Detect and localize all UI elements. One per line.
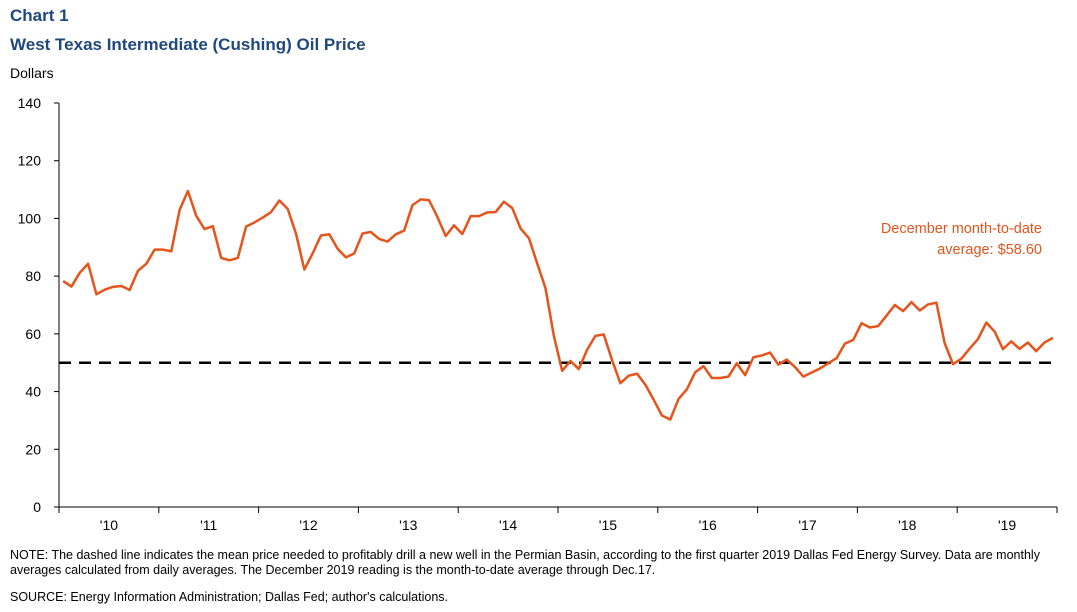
y-tick-label: 140 <box>18 95 42 111</box>
x-tick-label: '12 <box>299 517 317 533</box>
annotation-group: December month-to-date average: $58.60 <box>881 221 1042 258</box>
y-tick-label: 60 <box>25 326 41 342</box>
chart-number: Chart 1 <box>10 6 69 25</box>
x-tick-label: '19 <box>998 517 1016 533</box>
x-tick-label: '14 <box>499 517 517 533</box>
line-chart: 0 20 40 60 80 100 120 140 '10 '11 '12 '13 '14 '15 '16… <box>18 95 1058 533</box>
x-tick-label: '13 <box>399 517 417 533</box>
y-tick-label: 40 <box>25 384 41 400</box>
y-tick-label: 20 <box>25 441 41 457</box>
x-tick-label: '15 <box>599 517 617 533</box>
x-tick-label: '10 <box>100 517 118 533</box>
chart-title: West Texas Intermediate (Cushing) Oil Pr… <box>10 35 366 54</box>
series-line-wti-price <box>62 189 1054 421</box>
chart-note: NOTE: The dashed line indicates the mean… <box>10 548 1040 577</box>
y-tick-label: 0 <box>33 499 41 515</box>
x-tick-label: '17 <box>798 517 816 533</box>
x-tick-label: '16 <box>699 517 717 533</box>
series-group <box>62 189 1054 421</box>
x-axis: '10 '11 '12 '13 '14 '15 '16 '17 '18 '19 <box>58 506 1058 533</box>
annotation-text: average: $58.60 <box>937 242 1042 258</box>
x-tick-label: '11 <box>200 517 217 533</box>
chart-source: SOURCE: Energy Information Administratio… <box>10 590 448 604</box>
y-tick-label: 80 <box>25 268 41 284</box>
y-tick-label: 120 <box>18 153 42 169</box>
y-axis-unit-label: Dollars <box>10 65 54 81</box>
y-axis: 0 20 40 60 80 100 120 140 <box>18 95 60 515</box>
x-tick-label: '18 <box>898 517 916 533</box>
annotation-text: December month-to-date <box>881 221 1042 237</box>
y-tick-label: 100 <box>18 210 42 226</box>
